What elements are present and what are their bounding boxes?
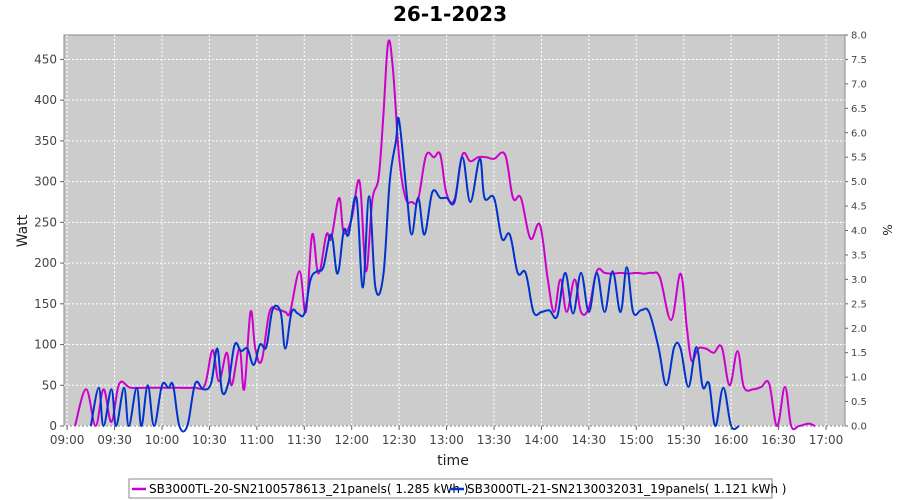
y-axis-left: 0 50 100 150 200 250 300 350 400 450 [34,52,64,433]
y-tick-label: 400 [34,93,57,107]
legend: SB3000TL-20-SN2100578613_21panels( 1.285… [128,478,786,499]
x-tick-label: 09:00 [50,433,85,447]
x-tick-label: 13:30 [477,433,512,447]
x-tick-label: 12:30 [382,433,417,447]
y2-tick-label: 3.0 [851,275,867,286]
y-axis-right: 0.0 0.5 1.0 1.5 2.0 2.5 3.0 3.5 4.0 4.5 5.0 5.5 6.0 6… [845,31,867,433]
x-tick-label: 16:00 [714,433,749,447]
legend-entry: SB3000TL-20-SN2100578613_21panels( 1.285… [149,482,468,496]
series-line-2 [89,116,740,433]
x-tick-label: 13:00 [429,433,464,447]
x-tick-label: 17:00 [809,433,844,447]
y-tick-label: 450 [34,52,57,66]
y-tick-label: 100 [34,338,57,352]
x-tick-label: 10:30 [192,433,227,447]
y-tick-label: 150 [34,297,57,311]
y-tick-label: 250 [34,215,57,229]
y2-tick-label: 6.5 [851,104,867,115]
y2-tick-label: 5.0 [851,177,867,188]
x-tick-label: 14:00 [524,433,559,447]
y2-tick-label: 7.5 [851,55,867,66]
y2-axis-label: % [880,224,894,235]
x-tick-label: 14:30 [572,433,607,447]
y2-tick-label: 2.0 [851,324,867,335]
y2-tick-label: 5.5 [851,153,867,164]
plot-area [63,34,846,427]
y2-tick-label: 1.0 [851,373,867,384]
y-tick-label: 0 [49,419,57,433]
x-tick-label: 11:00 [240,433,275,447]
x-tick-label: 15:00 [619,433,654,447]
chart-title: 26-1-2023 [393,2,507,26]
y2-tick-label: 6.0 [851,128,867,139]
x-tick-label: 12:00 [334,433,369,447]
x-tick-label: 10:00 [145,433,180,447]
x-axis: 09:00 09:30 10:00 10:30 11:00 11:30 12:00 12:30… [50,426,843,447]
y-tick-label: 300 [34,175,57,189]
y2-tick-label: 4.5 [851,202,867,213]
x-tick-label: 11:30 [287,433,322,447]
series-layer [74,39,816,433]
y2-tick-label: 2.5 [851,299,867,310]
y-tick-label: 200 [34,256,57,270]
y2-tick-label: 4.0 [851,226,867,237]
y-tick-label: 50 [42,378,57,392]
y-tick-label: 350 [34,134,57,148]
y2-tick-label: 7.0 [851,79,867,90]
x-tick-label: 15:30 [666,433,701,447]
grid [64,35,845,427]
y2-tick-label: 3.5 [851,250,867,261]
y-axis-label: Watt [15,214,31,247]
y2-tick-label: 0.0 [851,422,867,433]
y2-tick-label: 0.5 [851,397,867,408]
y2-tick-label: 1.5 [851,348,867,359]
legend-entry: SB3000TL-21-SN2130032031_19panels( 1.121… [467,482,786,496]
y2-tick-label: 8.0 [851,31,867,42]
x-tick-label: 09:30 [97,433,132,447]
x-tick-label: 16:30 [761,433,796,447]
x-axis-label: time [437,453,469,469]
